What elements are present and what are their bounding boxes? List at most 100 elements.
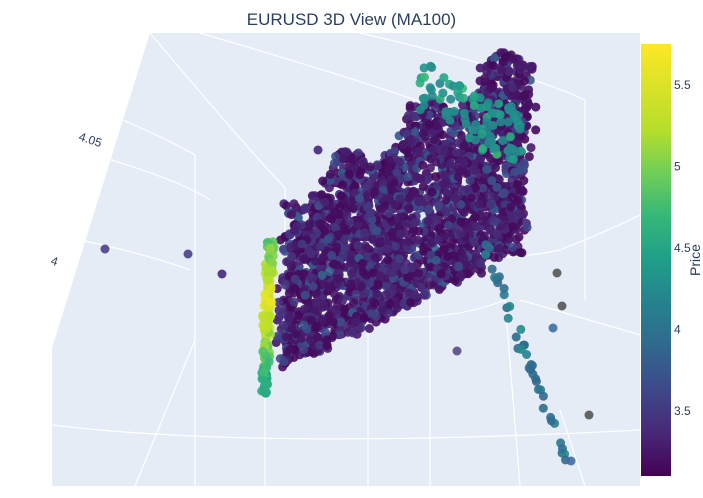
data-point xyxy=(403,172,413,182)
data-point xyxy=(299,254,309,264)
data-point xyxy=(307,315,317,325)
data-point xyxy=(531,102,541,112)
gridline xyxy=(559,214,641,251)
data-point xyxy=(520,76,529,86)
gridline xyxy=(149,32,286,189)
data-point xyxy=(441,207,451,217)
axis-tick-label: 4 xyxy=(49,254,60,269)
data-point xyxy=(387,230,397,239)
gridline xyxy=(79,239,191,271)
data-point xyxy=(318,252,328,262)
data-point xyxy=(384,208,394,218)
data-point xyxy=(434,224,444,234)
data-point xyxy=(414,146,423,156)
data-point xyxy=(503,313,513,323)
data-point xyxy=(290,274,300,284)
data-point xyxy=(299,345,308,355)
data-point xyxy=(404,152,414,162)
outlier-point xyxy=(313,145,323,155)
data-point xyxy=(258,346,268,356)
data-point xyxy=(381,289,391,299)
data-point xyxy=(514,209,524,219)
data-point xyxy=(528,369,538,379)
data-point xyxy=(372,161,382,171)
data-point xyxy=(477,268,486,278)
data-point xyxy=(538,403,548,413)
data-point xyxy=(289,297,299,307)
outlier-point xyxy=(557,301,567,311)
data-point xyxy=(331,242,341,252)
data-point xyxy=(364,324,374,333)
data-point xyxy=(334,209,344,219)
outlier-point xyxy=(100,244,110,254)
data-point xyxy=(505,132,515,142)
data-point xyxy=(492,182,502,192)
data-point xyxy=(445,115,455,125)
data-point xyxy=(348,328,358,338)
data-point xyxy=(494,99,504,109)
data-point xyxy=(485,225,495,235)
data-point xyxy=(490,273,500,282)
data-point xyxy=(311,256,320,266)
data-point xyxy=(501,53,511,63)
data-point xyxy=(494,243,504,253)
data-point xyxy=(372,226,382,236)
data-point xyxy=(300,290,310,300)
data-point xyxy=(491,143,501,153)
data-point xyxy=(337,180,347,190)
data-point xyxy=(312,288,322,298)
data-point xyxy=(487,108,497,118)
data-point xyxy=(508,54,518,64)
data-point xyxy=(395,194,405,203)
data-point xyxy=(305,219,315,228)
data-point xyxy=(274,297,283,307)
data-point xyxy=(328,317,338,327)
data-point xyxy=(364,180,374,190)
data-point xyxy=(358,267,368,277)
data-point xyxy=(370,298,380,308)
axis-tick-label: 4.05 xyxy=(77,130,104,151)
gridline xyxy=(134,339,196,487)
data-point xyxy=(434,201,444,211)
data-point xyxy=(486,200,496,210)
data-point xyxy=(344,169,354,179)
data-point xyxy=(427,187,437,197)
data-point xyxy=(491,163,501,173)
data-point xyxy=(445,159,455,169)
data-point xyxy=(457,228,466,238)
data-point xyxy=(558,444,567,454)
data-point xyxy=(297,239,307,249)
data-point xyxy=(506,202,516,212)
data-point xyxy=(335,330,345,340)
data-point xyxy=(404,111,413,120)
data-point xyxy=(404,203,414,213)
data-point xyxy=(482,67,492,77)
data-point xyxy=(315,340,324,350)
data-point xyxy=(405,135,415,145)
data-point xyxy=(406,297,415,307)
data-point xyxy=(305,335,315,344)
data-point xyxy=(315,219,325,229)
data-point xyxy=(516,344,526,354)
data-point xyxy=(439,146,449,155)
gridline xyxy=(504,299,521,487)
data-point xyxy=(439,179,448,189)
data-point xyxy=(484,136,494,146)
data-point xyxy=(375,271,385,281)
data-point xyxy=(265,243,275,253)
data-point xyxy=(454,81,464,91)
data-point xyxy=(311,299,321,308)
data-point xyxy=(472,221,482,231)
data-point xyxy=(395,212,405,222)
data-point xyxy=(339,154,349,164)
data-point xyxy=(340,147,350,157)
data-point xyxy=(299,304,309,314)
data-point xyxy=(546,416,556,426)
data-point xyxy=(428,145,438,155)
data-point xyxy=(413,235,423,245)
data-point xyxy=(504,67,514,76)
data-point xyxy=(481,249,491,259)
data-point xyxy=(522,222,532,232)
data-point xyxy=(284,314,294,324)
